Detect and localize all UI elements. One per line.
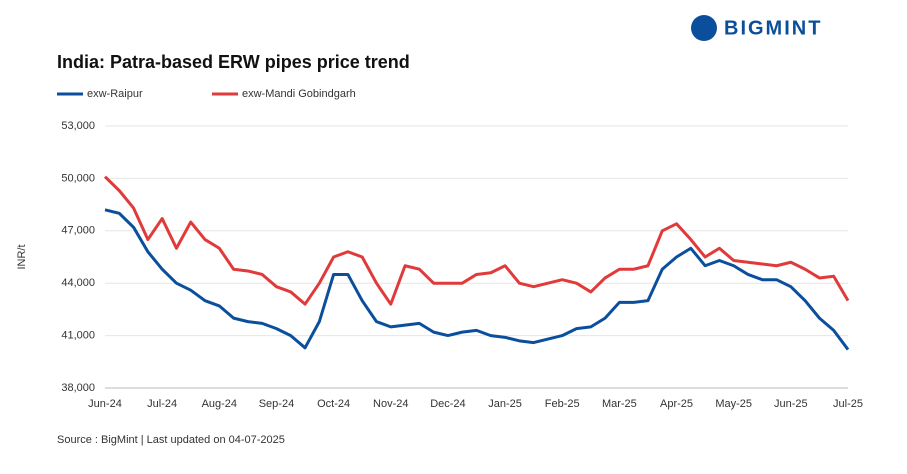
x-tick-label: Jun-24 [88,398,122,410]
x-tick-label: Jan-25 [488,398,522,410]
y-tick-label: 41,000 [61,330,95,342]
x-tick-label: Mar-25 [602,398,637,410]
x-tick-label: Sep-24 [259,398,294,410]
y-tick-label: 38,000 [61,382,95,394]
x-tick-label: Jul-24 [147,398,177,410]
series-line [103,175,850,306]
logo-icon [691,15,717,41]
legend-label: exw-Mandi Gobindgarh [242,88,356,100]
series-line [104,208,850,351]
brand: BIGMINT [724,17,822,39]
x-tick-label: Aug-24 [202,398,237,410]
y-tick-label: 47,000 [61,225,95,237]
x-tick-label: Jun-25 [774,398,808,410]
x-tick-label: Oct-24 [317,398,350,410]
y-tick-label: 50,000 [61,172,95,184]
y-tick-label: 53,000 [61,120,95,132]
x-tick-label: Dec-24 [430,398,465,410]
chart-title: India: Patra-based ERW pipes price trend [57,52,410,72]
x-tick-label: May-25 [715,398,752,410]
x-tick-label: Apr-25 [660,398,693,410]
y-axis-label: INR/t [16,244,28,269]
x-tick-label: Jul-25 [833,398,863,410]
logo: BIGMINT [691,15,822,41]
y-tick-label: 44,000 [61,277,95,289]
x-tick-label: Feb-25 [545,398,580,410]
x-tick-label: Nov-24 [373,398,408,410]
legend-label: exw-Raipur [87,88,143,100]
source: Source : BigMint | Last updated on 04-07… [57,434,285,446]
